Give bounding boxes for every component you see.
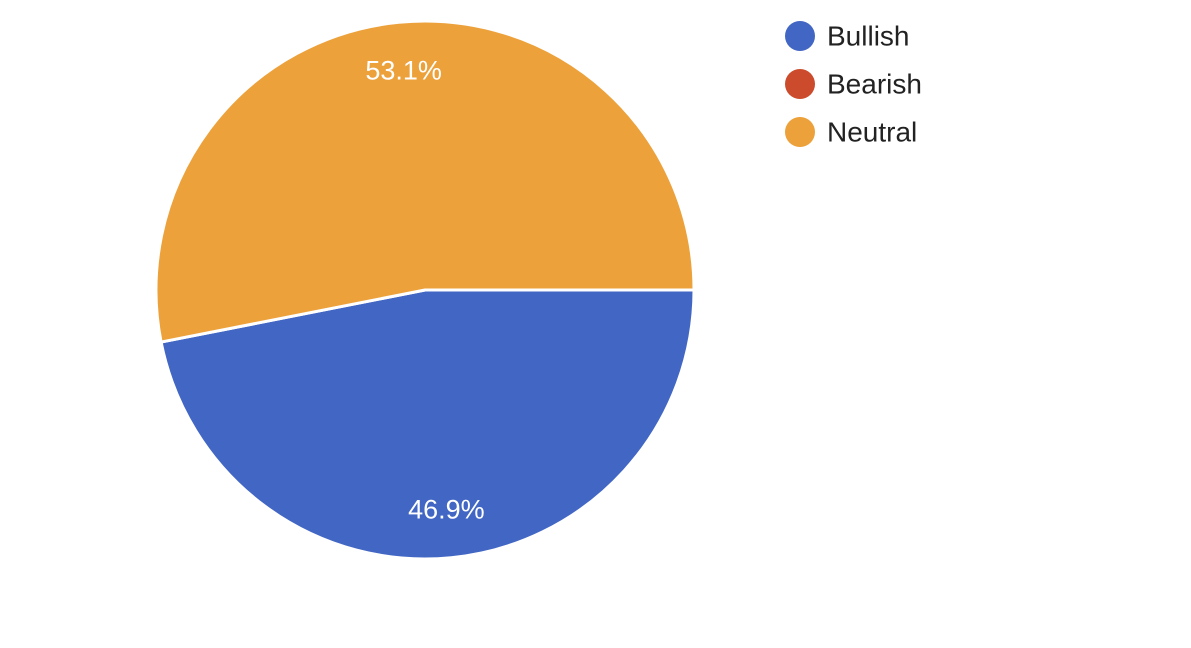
- legend-item-bearish: Bearish: [785, 69, 922, 100]
- legend-item-neutral: Neutral: [785, 117, 917, 148]
- legend: Bullish Bearish Neutral: [785, 21, 922, 148]
- legend-label-bearish: Bearish: [827, 69, 922, 100]
- pie-slice-labels: 46.9% 53.1%: [365, 56, 484, 525]
- legend-swatch-bullish: [785, 21, 815, 51]
- pie-slice-bullish: [159, 288, 696, 561]
- legend-swatch-neutral: [785, 117, 815, 147]
- pie-slice-neutral: [154, 19, 696, 344]
- legend-swatch-bearish: [785, 69, 815, 99]
- slice-label-neutral: 53.1%: [365, 56, 442, 86]
- pie-slices: [154, 19, 696, 561]
- legend-item-bullish: Bullish: [785, 21, 909, 52]
- legend-label-bullish: Bullish: [827, 21, 909, 52]
- legend-label-neutral: Neutral: [827, 117, 917, 148]
- slice-label-bullish: 46.9%: [408, 495, 485, 525]
